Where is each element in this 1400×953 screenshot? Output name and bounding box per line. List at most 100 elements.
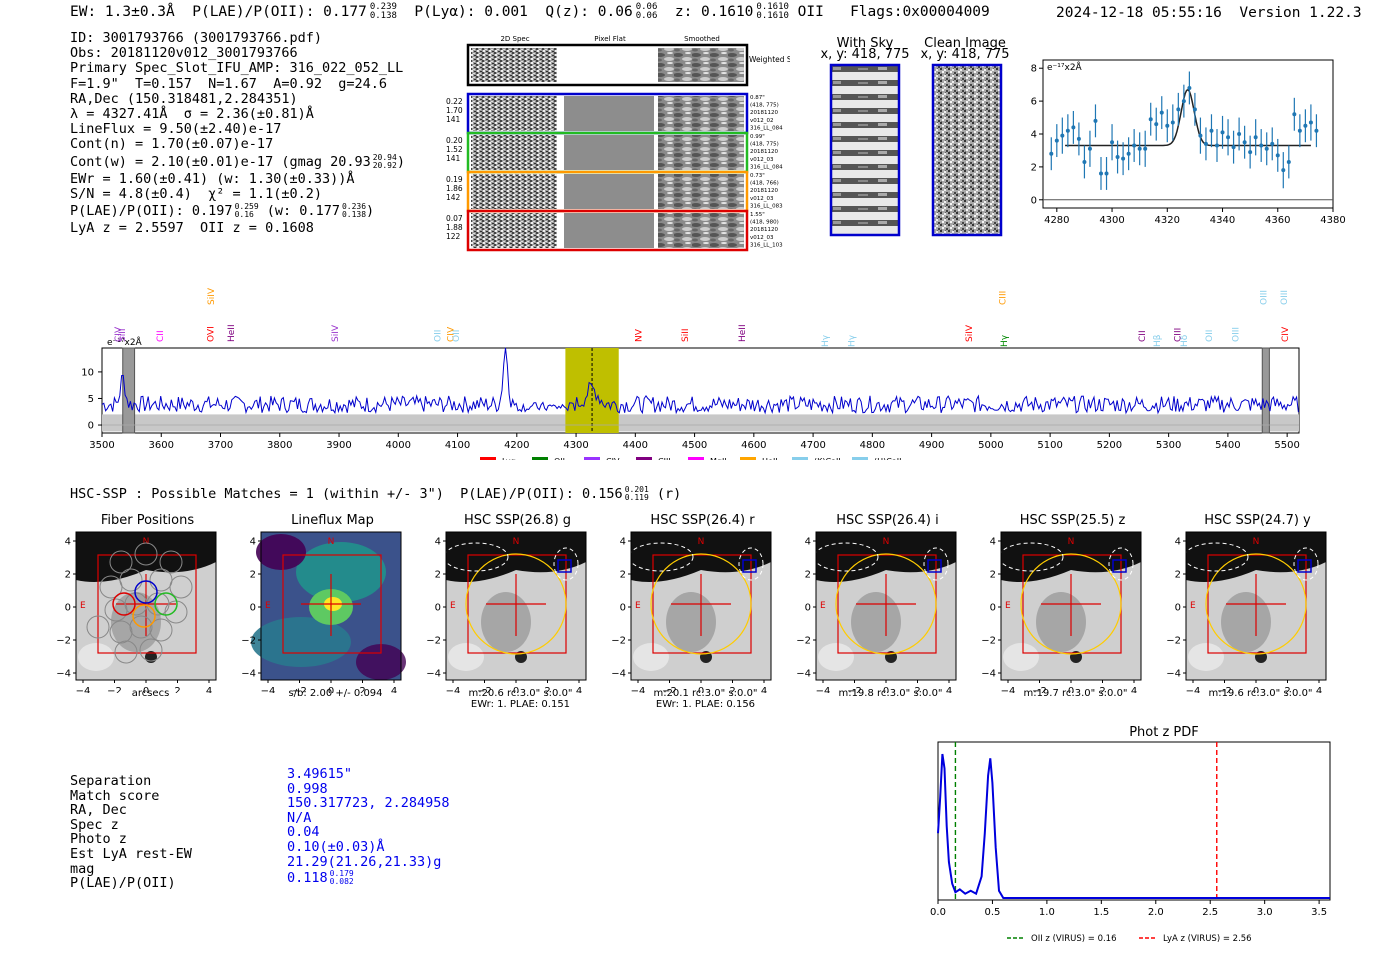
cutout-left-1-0: 0.20: [446, 136, 463, 145]
version: Version 1.22.3: [1239, 5, 1362, 21]
hsc-ytick-label: 2: [250, 570, 256, 581]
col-title-pixelflat: Pixel Flat: [594, 35, 626, 43]
plae2-hi: 0.259: [234, 202, 259, 212]
info-ewr: EWr = 1.60(±0.41) (w: 1.30(±0.33))Å: [70, 170, 355, 187]
spec-xtick-label: 5400: [1215, 440, 1240, 451]
pdf-xtick-label: 0.0: [930, 907, 946, 918]
cutout-right-3-2: 20181120: [750, 227, 778, 233]
fit-data-point: [1242, 140, 1247, 145]
hsc-xtick-label: −2: [107, 686, 122, 693]
fit-gaussian-curve: [1065, 88, 1311, 147]
fit-data-point: [1215, 143, 1219, 148]
cutout-left-0-1: 1.70: [446, 106, 463, 115]
spec-xtick-label: 4400: [623, 440, 648, 451]
fit-data-point: [1143, 146, 1148, 151]
match-circle: [1020, 553, 1122, 655]
cutout-right-1-0: 0.99": [750, 134, 765, 140]
fiber-circle: [134, 542, 158, 566]
aperture-box: [97, 554, 197, 654]
spec-legend-label: CIV: [606, 457, 620, 460]
with-sky-label: With Sky: [836, 36, 894, 51]
hsc-xtick-label: 4: [576, 686, 582, 693]
pdf-xtick-label: 0.5: [984, 907, 1000, 918]
spec-error-band: [102, 414, 1299, 432]
ew-value: EW: 1.3±0.3Å: [70, 4, 175, 20]
plae2-lo: 0.16: [234, 210, 254, 220]
info-contw: Cont(w) = 2.10(±0.01)e-17 (gmag 20.93 20.…: [70, 152, 405, 170]
hsc-ytick-label: −4: [56, 669, 71, 680]
fit-data-point: [1154, 122, 1159, 127]
spec-legend-swatch: [636, 457, 652, 460]
hsc-ytick-label: −4: [1166, 669, 1181, 680]
cutout-right-0-0: 0.87": [750, 95, 765, 101]
with-sky-title: With Sky x, y: 418, 775: [820, 36, 910, 61]
hsc-ytick-label: 0: [990, 603, 996, 614]
fit-data-point: [1087, 146, 1092, 151]
fit-data-point: [1203, 141, 1208, 146]
match-label-photoz: Photo z: [70, 831, 127, 848]
spec-ytick-label: 0: [88, 421, 94, 432]
hsc-xtick-label: −2: [847, 686, 862, 693]
fit-ytick-label: 8: [1031, 64, 1037, 75]
info-lambda: λ = 4327.41Å σ = 2.36(±0.81)Å: [70, 106, 314, 123]
cutout-right-2-0: 0.73": [750, 173, 765, 179]
info-contn: Cont(n) = 1.70(±0.07)e-17: [70, 136, 274, 153]
pdf-xtick-label: 3.0: [1257, 907, 1273, 918]
clean-coord: x, y: 418, 775: [920, 47, 1010, 62]
cutout-right-0-1: (418, 775): [750, 103, 779, 109]
spec-masked-region: [1261, 347, 1270, 434]
east-label: E: [265, 601, 271, 611]
spec-legend-swatch: [584, 457, 600, 460]
spec-xtick-label: 5300: [1156, 440, 1181, 451]
fit-data-point: [1231, 145, 1236, 150]
fit-ytick-label: 6: [1031, 97, 1037, 108]
hsc-panel-title: HSC SSP(26.8) g: [463, 513, 572, 528]
spec-xtick-label: 5500: [1274, 440, 1299, 451]
match-circle: [650, 553, 752, 655]
hsc-ytick-label: 2: [990, 570, 996, 581]
sky-cutouts: [829, 63, 1003, 237]
pdf-xtick-label: 1.0: [1039, 907, 1055, 918]
match-value-plae: 0.118: [287, 870, 328, 887]
fiber-circle: [159, 550, 183, 574]
fit-data-point: [1054, 138, 1059, 143]
match-value-specz: N/A: [287, 809, 312, 826]
plae2-w-lo: 0.138: [341, 210, 367, 220]
north-label: N: [698, 537, 705, 547]
spec-xtick-label: 3700: [208, 440, 233, 451]
fit-data-point: [1253, 135, 1258, 140]
col-title-smoothed: Smoothed: [684, 35, 720, 43]
hsc-panel-image: N E −4 −4 −2 −2 0 0 2 2 4 4: [796, 531, 957, 693]
fit-data-point: [1286, 159, 1291, 164]
fiber-circle: [109, 550, 133, 574]
spec-emission-label: OIII: [1259, 290, 1269, 305]
catalog-ellipse: [738, 547, 764, 581]
plae2-w: (w: 0.177: [266, 203, 340, 220]
hsc-panel-title: HSC SSP(25.5) z: [1019, 513, 1126, 528]
hsc-panel-image: N E −4 −4 −2 −2 0 0 2 2 4 4: [611, 531, 772, 693]
pdf-xtick-label: 2.5: [1202, 907, 1218, 918]
fiber-circle: [129, 615, 153, 639]
cutout-2dspec-3: [471, 213, 557, 248]
hsc-panel-0: Fiber Positions N E −4 −4 −2 −2 0 0 2 2 4 4 arcsecs: [50, 513, 225, 699]
east-label: E: [1190, 601, 1196, 611]
weighted-sum-label: Weighted Sum: [749, 55, 790, 64]
cutout-pixelflat-2: [564, 174, 654, 209]
pdf-xtick-label: 1.5: [1093, 907, 1109, 918]
spec-emission-label: OII: [433, 330, 443, 342]
pdf-title: Phot z PDF: [1129, 725, 1199, 740]
hsc-ytick-label: 4: [1175, 537, 1181, 548]
hsc-lo: 0.119: [624, 493, 649, 502]
hsc-ytick-label: 2: [65, 570, 71, 581]
hsc-ytick-label: 4: [805, 537, 811, 548]
cutout-right-1-4: 316_LL_084: [750, 164, 783, 170]
fiber-circle: [119, 568, 143, 592]
fit-data-point: [1297, 128, 1302, 133]
spec-xtick-label: 5100: [1037, 440, 1062, 451]
cutout-left-2-1: 1.86: [446, 184, 463, 193]
catalog-ellipse: [998, 542, 1064, 572]
fit-data-point: [1275, 153, 1280, 158]
pdf-legend-label: OII z (VIRUS) = 0.16: [1031, 934, 1117, 944]
spec-emission-label: OIII: [1280, 290, 1290, 305]
fit-data-point: [1187, 85, 1192, 90]
